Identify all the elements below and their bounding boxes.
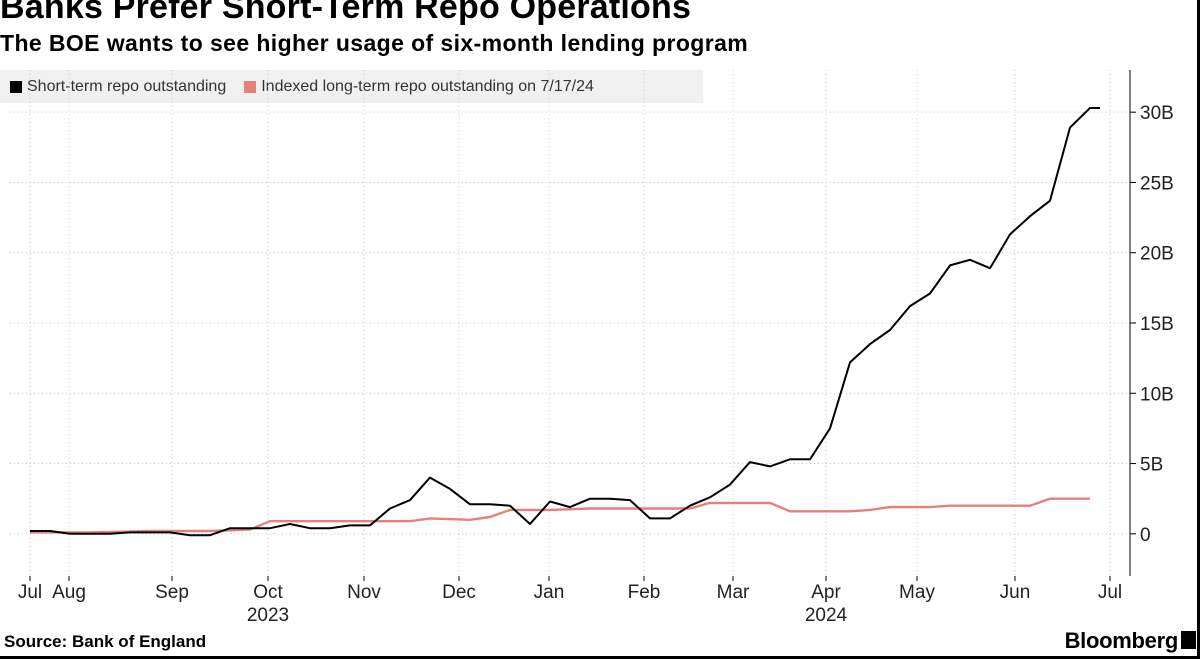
legend-label-short-term: Short-term repo outstanding xyxy=(27,77,227,95)
x-tick-label: Apr xyxy=(811,582,841,603)
legend-label-long-term: Indexed long-term repo outstanding on 7/… xyxy=(261,77,594,95)
x-tick-label: May xyxy=(899,582,935,603)
x-tick-label: Feb xyxy=(628,582,661,603)
y-tick-label: 15B xyxy=(1140,314,1174,335)
chart-title: Banks Prefer Short-Term Repo Operations xyxy=(0,0,692,26)
frame-bottom-border xyxy=(0,656,1200,659)
x-tick-label: Jan xyxy=(534,582,565,603)
frame-right-border xyxy=(1197,0,1200,659)
x-tick-label: Sep xyxy=(155,582,189,603)
x-tick-label: Jul xyxy=(18,582,42,603)
x-tick-label: Oct xyxy=(253,582,283,603)
legend-item-long-term: Indexed long-term repo outstanding on 7/… xyxy=(244,78,594,96)
x-tick-label: Aug xyxy=(52,582,86,603)
x-year-label: 2024 xyxy=(805,605,848,626)
bloomberg-logo: Bloomberg xyxy=(1064,628,1179,653)
x-tick-label: Jul xyxy=(1098,582,1122,603)
bloomberg-terminal-icon xyxy=(1181,631,1196,649)
legend-swatch-short-term xyxy=(10,80,22,93)
legend: Short-term repo outstanding Indexed long… xyxy=(0,70,703,103)
y-tick-label: 20B xyxy=(1140,244,1174,265)
series-line-long-term xyxy=(30,497,1090,534)
y-tick-label: 10B xyxy=(1140,384,1174,405)
chart-subtitle: The BOE wants to see higher usage of six… xyxy=(0,30,749,56)
y-tick-label: 0 xyxy=(1140,525,1151,546)
x-year-label: 2023 xyxy=(247,605,289,626)
x-tick-label: Mar xyxy=(717,582,750,603)
y-tick-label: 5B xyxy=(1140,455,1163,476)
legend-item-short-term: Short-term repo outstanding xyxy=(10,78,226,96)
x-tick-label: Nov xyxy=(347,582,381,603)
x-tick-label: Jun xyxy=(1000,582,1031,603)
legend-swatch-long-term xyxy=(244,80,257,93)
y-tick-label: 25B xyxy=(1140,173,1174,194)
source-note: Source: Bank of England xyxy=(4,632,207,651)
x-tick-label: Dec xyxy=(442,582,476,603)
y-tick-label: 30B xyxy=(1140,103,1174,124)
series-line-short-term xyxy=(30,107,1100,537)
